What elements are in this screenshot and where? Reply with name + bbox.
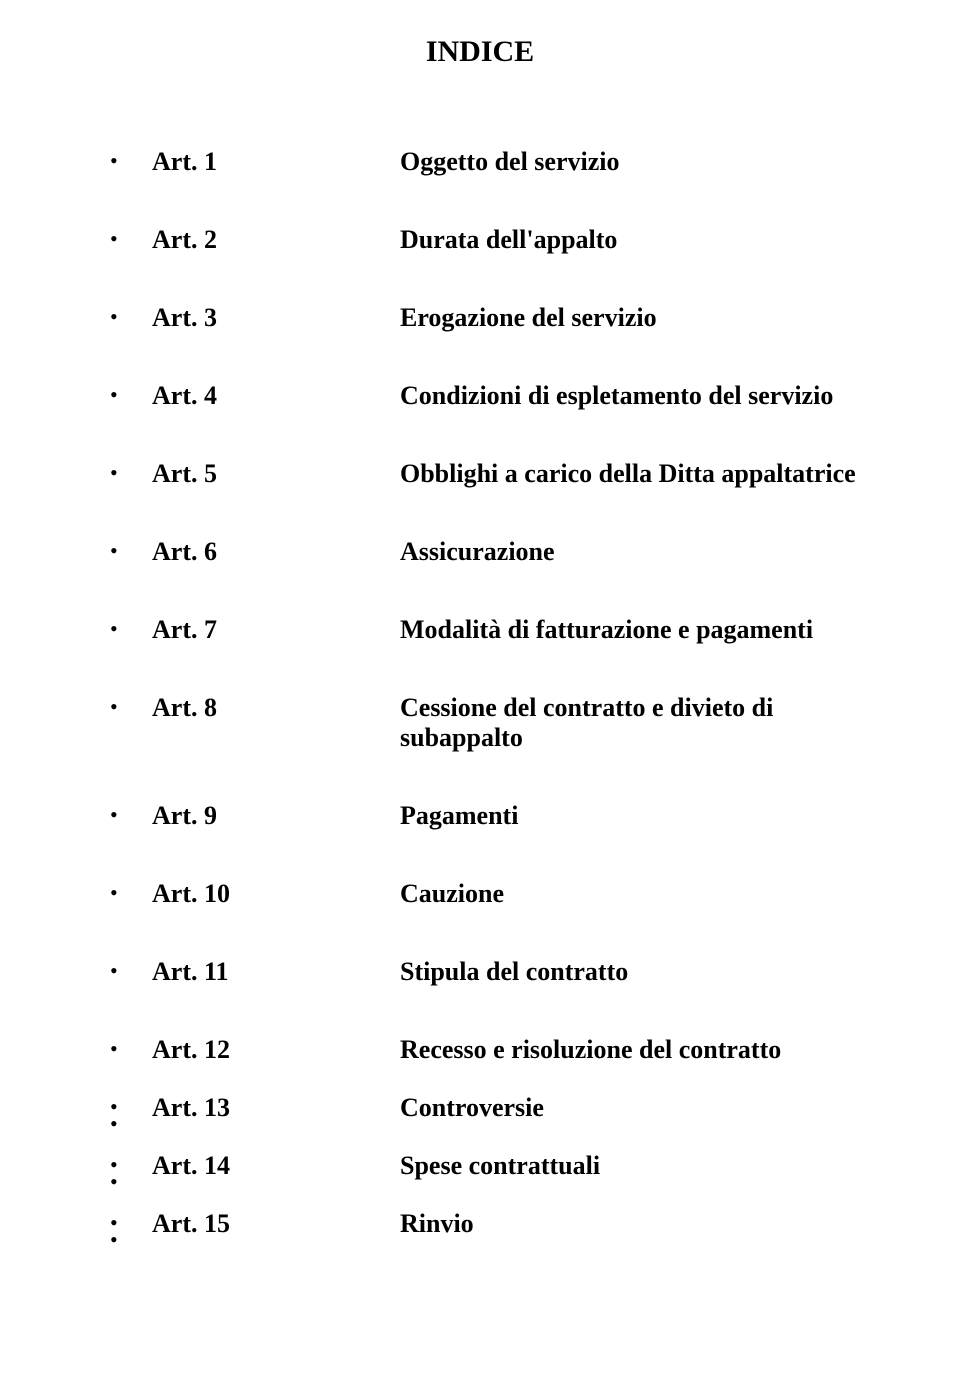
- index-row: •Art. 9Pagamenti: [110, 801, 880, 831]
- article-description: Assicurazione: [400, 537, 880, 567]
- article-number: Art. 6: [152, 537, 400, 567]
- index-row: •Art. 13Controversie: [110, 1093, 880, 1123]
- article-description: Cessione del contratto e divieto di suba…: [400, 693, 880, 753]
- index-row: •Art. 6Assicurazione: [110, 537, 880, 567]
- bullet-icon: •: [110, 460, 152, 486]
- bullet-icon: •: [110, 538, 152, 564]
- article-number: Art. 4: [152, 381, 400, 411]
- article-number: Art. 3: [152, 303, 400, 333]
- article-number: Art. 2: [152, 225, 400, 255]
- index-row: •Art. 1Oggetto del servizio: [110, 147, 880, 177]
- bullet-icon: •: [110, 1094, 152, 1120]
- bullet-icon: •: [110, 226, 152, 252]
- article-description: Cauzione: [400, 879, 880, 909]
- index-row: •Art. 8Cessione del contratto e divieto …: [110, 693, 880, 753]
- bullet-icon: •: [110, 1036, 152, 1062]
- article-number: Art. 8: [152, 693, 400, 723]
- page-title: INDICE: [80, 35, 880, 69]
- index-row: •Art. 2Durata dell'appalto: [110, 225, 880, 255]
- article-number: Art. 1: [152, 147, 400, 177]
- index-row: •Art. 11Stipula del contratto: [110, 957, 880, 987]
- bullet-icon: •: [110, 1152, 152, 1178]
- index-row: •Art. 4Condizioni di espletamento del se…: [110, 381, 880, 411]
- index-list: •Art. 1Oggetto del servizio•Art. 2Durata…: [110, 147, 880, 1239]
- article-number: Art. 7: [152, 615, 400, 645]
- article-number: Art. 14: [152, 1151, 400, 1181]
- article-number: Art. 10: [152, 879, 400, 909]
- article-number: Art. 15: [152, 1209, 400, 1239]
- index-row: •Art. 7Modalità di fatturazione e pagame…: [110, 615, 880, 645]
- index-row: •Art. 10Cauzione: [110, 879, 880, 909]
- index-row: •Art. 14Spese contrattuali: [110, 1151, 880, 1181]
- article-description: Controversie: [400, 1093, 880, 1123]
- bullet-icon: •: [110, 880, 152, 906]
- article-number: Art. 9: [152, 801, 400, 831]
- article-description: Spese contrattuali: [400, 1151, 880, 1181]
- bullet-icon: •: [110, 802, 152, 828]
- index-row: •Art. 3Erogazione del servizio: [110, 303, 880, 333]
- bullet-icon: •: [110, 148, 152, 174]
- article-description: Modalità di fatturazione e pagamenti: [400, 615, 880, 645]
- article-description: Erogazione del servizio: [400, 303, 880, 333]
- article-description: Stipula del contratto: [400, 957, 880, 987]
- article-description: Condizioni di espletamento del servizio: [400, 381, 880, 411]
- article-number: Art. 13: [152, 1093, 400, 1123]
- bullet-icon: •: [110, 694, 152, 720]
- index-row: •Art. 5Obblighi a carico della Ditta app…: [110, 459, 880, 489]
- bullet-icon: •: [110, 304, 152, 330]
- bullet-icon: •: [110, 958, 152, 984]
- article-description: Obblighi a carico della Ditta appaltatri…: [400, 459, 880, 489]
- bullet-icon: •: [110, 382, 152, 408]
- bullet-icon: •: [110, 1210, 152, 1236]
- article-description: Durata dell'appalto: [400, 225, 880, 255]
- index-row: •Art. 12Recesso e risoluzione del contra…: [110, 1035, 880, 1065]
- document-page: INDICE •Art. 1Oggetto del servizio•Art. …: [0, 0, 960, 1383]
- index-row: •Art. 15Rinvio: [110, 1209, 880, 1239]
- article-number: Art. 12: [152, 1035, 400, 1065]
- article-description: Pagamenti: [400, 801, 880, 831]
- article-description: Rinvio: [400, 1209, 880, 1239]
- article-number: Art. 5: [152, 459, 400, 489]
- article-description: Recesso e risoluzione del contratto: [400, 1035, 880, 1065]
- article-description: Oggetto del servizio: [400, 147, 880, 177]
- article-number: Art. 11: [152, 957, 400, 987]
- bullet-icon: •: [110, 616, 152, 642]
